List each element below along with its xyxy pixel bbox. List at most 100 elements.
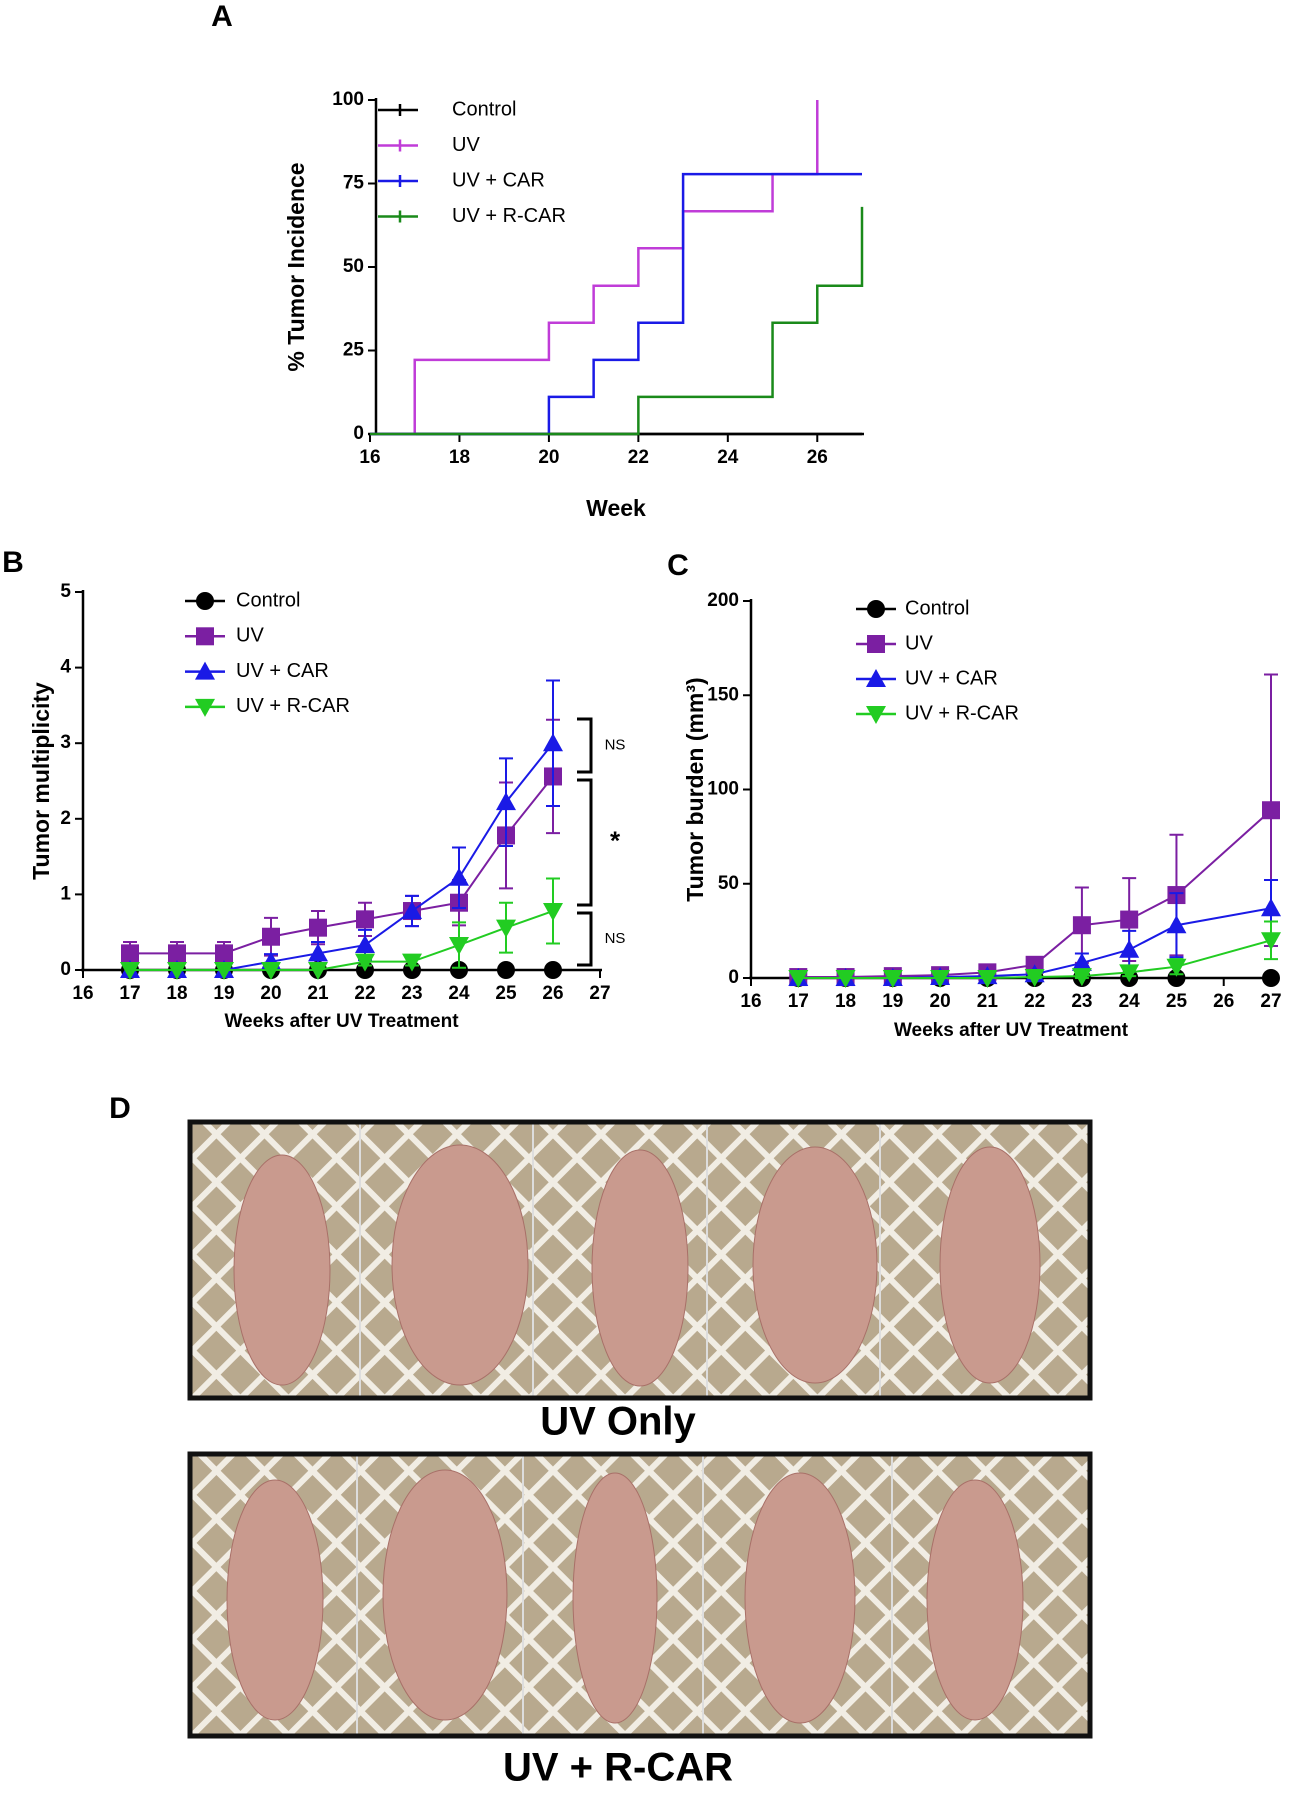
- point: [402, 901, 422, 920]
- bracket: [577, 778, 593, 907]
- y-tick-label: 100: [707, 779, 739, 800]
- x-tick-label: 18: [835, 991, 856, 1012]
- x-tick-label: 23: [1071, 991, 1092, 1012]
- x-tick-label: 16: [72, 983, 93, 1004]
- point: [1261, 898, 1281, 917]
- point: [788, 970, 809, 988]
- x-tick-label: 19: [882, 991, 903, 1012]
- point: [977, 970, 998, 988]
- point: [355, 953, 375, 972]
- x-axis-title: Week: [586, 495, 646, 521]
- panel-label: A: [211, 0, 233, 33]
- point: [120, 962, 140, 980]
- point: [308, 962, 328, 980]
- x-tick-label: 26: [807, 447, 828, 468]
- x-tick-label: 25: [495, 983, 517, 1004]
- x-tick-label: 24: [717, 447, 739, 468]
- x-tick-label: 20: [260, 983, 281, 1004]
- legend-label: UV: [905, 632, 933, 654]
- point: [121, 944, 139, 963]
- point: [1024, 969, 1045, 988]
- point: [543, 903, 563, 922]
- x-tick-label: 23: [401, 983, 422, 1004]
- y-tick-label: 2: [60, 808, 71, 829]
- point: [930, 970, 951, 988]
- y-tick-label: 50: [718, 873, 739, 894]
- y-tick-label: 3: [60, 732, 71, 753]
- x-tick-label: 26: [542, 983, 563, 1004]
- x-tick-label: 16: [740, 991, 761, 1012]
- legend-label: UV: [236, 625, 264, 647]
- y-axis-title: % Tumor Incidence: [283, 162, 309, 371]
- y-tick-label: 75: [343, 173, 365, 194]
- point: [308, 943, 328, 962]
- point: [1072, 916, 1091, 935]
- point: [214, 962, 234, 980]
- y-tick-label: 5: [60, 581, 71, 602]
- legend-label: Control: [236, 589, 300, 611]
- step-line: [370, 172, 862, 436]
- x-tick-label: 22: [628, 447, 649, 468]
- legend-marker: [196, 592, 214, 610]
- point: [882, 970, 903, 988]
- step-line: [370, 100, 819, 436]
- x-axis-title: Weeks after UV Treatment: [894, 1020, 1129, 1041]
- series-line: [798, 939, 1272, 979]
- legend-label: UV + CAR: [452, 169, 545, 191]
- caption: UV + R-CAR: [503, 1746, 733, 1790]
- y-tick-label: 0: [353, 423, 364, 444]
- legend-label: UV + R-CAR: [905, 702, 1019, 724]
- y-tick-label: 100: [332, 89, 364, 110]
- photo-strip: [187, 1119, 1093, 1401]
- y-tick-label: 4: [60, 657, 71, 678]
- legend-label: UV: [452, 134, 480, 156]
- series-line: [130, 775, 554, 955]
- point: [215, 944, 233, 963]
- y-axis-title: Tumor multiplicity: [28, 682, 54, 880]
- y-tick-label: 1: [60, 883, 71, 904]
- y-tick-label: 50: [343, 256, 364, 277]
- x-tick-label: 17: [119, 983, 140, 1004]
- legend-label: UV + CAR: [905, 667, 998, 689]
- x-tick-label: 21: [977, 991, 999, 1012]
- series-line: [130, 910, 554, 971]
- x-tick-label: 19: [213, 983, 234, 1004]
- series-line: [130, 742, 554, 971]
- x-tick-label: 18: [449, 447, 470, 468]
- x-tick-label: 27: [1260, 991, 1281, 1012]
- point: [544, 961, 562, 979]
- legend-label: UV + R-CAR: [452, 205, 566, 227]
- point: [309, 918, 327, 937]
- y-tick-label: 150: [707, 684, 739, 705]
- point: [449, 867, 469, 886]
- point: [496, 792, 516, 811]
- legend-label: UV + R-CAR: [236, 695, 350, 717]
- point: [1119, 964, 1140, 983]
- x-tick-label: 22: [354, 983, 375, 1004]
- y-tick-label: 0: [728, 967, 739, 988]
- bracket: [577, 717, 593, 774]
- legend-marker: [196, 627, 214, 646]
- point: [1166, 915, 1187, 934]
- point: [496, 919, 516, 938]
- point: [1262, 801, 1280, 820]
- point: [450, 961, 468, 979]
- x-tick-label: 20: [538, 447, 559, 468]
- panel-label: B: [2, 546, 24, 579]
- caption: UV Only: [540, 1400, 696, 1444]
- point: [1262, 969, 1280, 987]
- point: [1120, 910, 1139, 929]
- point: [168, 944, 186, 963]
- x-tick-label: 18: [166, 983, 187, 1004]
- point: [497, 961, 515, 979]
- annotation: *: [610, 825, 621, 855]
- x-tick-label: 16: [359, 447, 380, 468]
- x-tick-label: 25: [1166, 991, 1188, 1012]
- panel-label: C: [667, 549, 689, 582]
- point: [1261, 932, 1281, 951]
- x-axis-title: Weeks after UV Treatment: [224, 1011, 459, 1032]
- legend-marker: [866, 669, 886, 687]
- legend-label: Control: [905, 597, 969, 619]
